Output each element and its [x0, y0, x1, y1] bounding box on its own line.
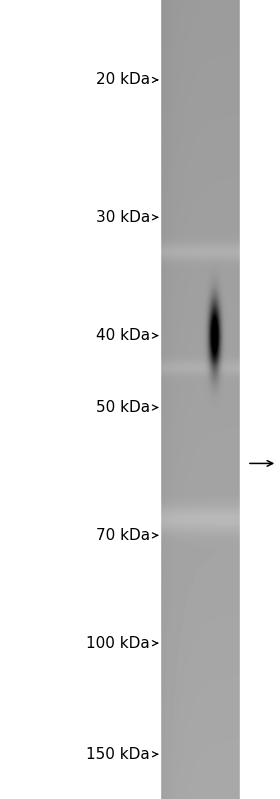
Text: 30 kDa: 30 kDa — [95, 210, 150, 225]
Text: 50 kDa: 50 kDa — [96, 400, 150, 415]
Text: www.ptglab.com: www.ptglab.com — [72, 339, 87, 460]
Text: 100 kDa: 100 kDa — [86, 636, 150, 650]
Bar — [240, 0, 280, 799]
Bar — [0, 0, 160, 799]
Text: 20 kDa: 20 kDa — [96, 73, 150, 87]
Text: 150 kDa: 150 kDa — [86, 747, 150, 761]
Text: 40 kDa: 40 kDa — [96, 328, 150, 343]
Text: 70 kDa: 70 kDa — [96, 528, 150, 543]
